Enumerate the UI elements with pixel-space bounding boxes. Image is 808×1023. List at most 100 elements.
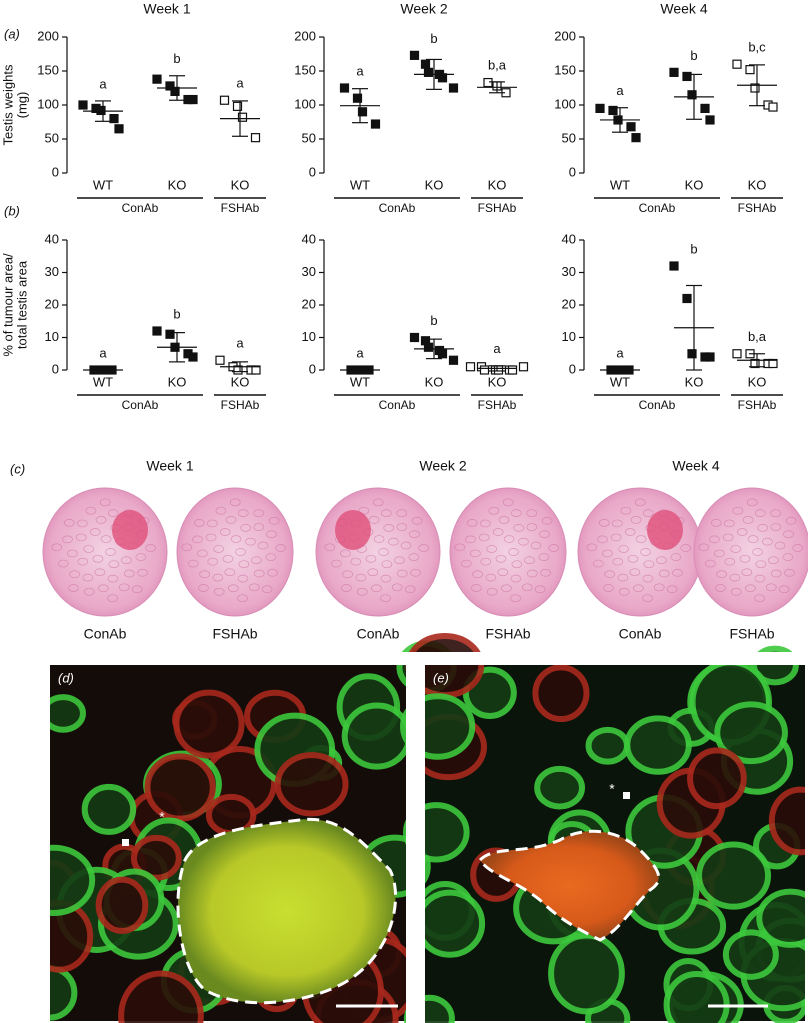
tubule [783,530,794,539]
tubule [782,553,794,561]
tubule [173,689,245,759]
tubule [394,556,405,565]
tubule [107,574,119,583]
y-axis-label: % of tumour area/ [0,253,15,357]
data-point [409,50,420,60]
tubule [67,549,78,558]
tubule [340,549,351,558]
tubule [778,585,790,594]
x-tick-label: WT [350,374,370,389]
significance-letter: b,a [748,329,767,344]
group-label: FSHAb [221,201,260,215]
tubule [212,573,224,582]
tubule [618,545,630,553]
image-caption: ConAb [619,626,662,642]
data-point [768,102,778,112]
tubule [238,560,250,569]
tubule [350,557,362,566]
data-point [507,365,518,375]
tubule [400,541,412,550]
tubule [755,560,767,569]
tubule [503,535,515,543]
y-tick-label: 0 [309,361,316,376]
data-point [215,355,225,365]
tubule [267,568,278,577]
tubule [253,509,265,518]
tubule [76,519,88,528]
tubule [592,559,604,568]
data-point [152,326,162,336]
tubule [118,970,204,1023]
tubule [94,568,106,577]
tubule [77,557,89,566]
tubule [342,570,353,579]
tubule [248,583,260,592]
significance-letter: a [616,83,624,98]
tubule [373,535,385,543]
tubule [130,834,182,881]
tubule [378,548,389,556]
y-tick-label: 200 [37,28,59,43]
y-tick-label: 150 [37,62,59,77]
data-point [687,90,697,100]
tubule [770,569,782,578]
tubule [380,574,392,583]
group-label: ConAb [122,201,159,215]
tubule [408,553,420,561]
tubule [240,524,252,532]
data-point [109,113,119,124]
data-point [233,365,243,375]
tubule [754,594,765,603]
y-tick-label: 10 [562,329,576,344]
data-point [700,103,710,114]
annotation: * [159,809,165,825]
tubule [736,528,748,536]
tubule [714,549,725,558]
tubule [396,523,408,531]
group-label: FSHAb [738,201,777,215]
tubule [396,509,408,518]
y-tick-label: 30 [302,264,316,279]
tubule [411,516,423,525]
data-point [682,293,692,304]
tubule [518,537,529,546]
data-point [96,105,106,116]
y-tick-label: 0 [569,164,576,179]
tubule [687,747,747,810]
tubule [275,544,287,552]
tubule [612,557,624,566]
tubule [237,574,249,583]
y-axis-label: Testis weights [0,64,15,145]
tubule [732,506,744,515]
x-tick-label: KO [168,177,187,192]
tubule [410,568,421,577]
tubule [510,509,522,517]
significance-letter: b [173,51,180,66]
tubule [785,516,797,525]
data-point [114,124,124,134]
tubule [330,559,342,568]
y-tick-label: 0 [52,361,59,376]
tubule [597,535,608,544]
tubule [774,541,786,550]
tubule [98,584,109,593]
tubule [640,548,651,556]
tubule [404,585,416,594]
testis-section [42,487,168,617]
data-point [465,362,476,372]
tubule [770,509,782,518]
tubule [620,506,632,515]
tubule [213,587,225,596]
tubule [752,548,763,556]
group-label: ConAb [122,398,159,412]
y-tick-label: 20 [302,296,316,311]
group-label: FSHAb [221,398,260,412]
data-point [626,122,636,132]
x-tick-label: KO [488,374,507,389]
data-point [631,133,641,143]
tubule [722,533,734,542]
panel-label: (b) [4,203,20,218]
tubule [205,533,217,542]
tubule [695,841,772,910]
tubule [108,560,120,569]
